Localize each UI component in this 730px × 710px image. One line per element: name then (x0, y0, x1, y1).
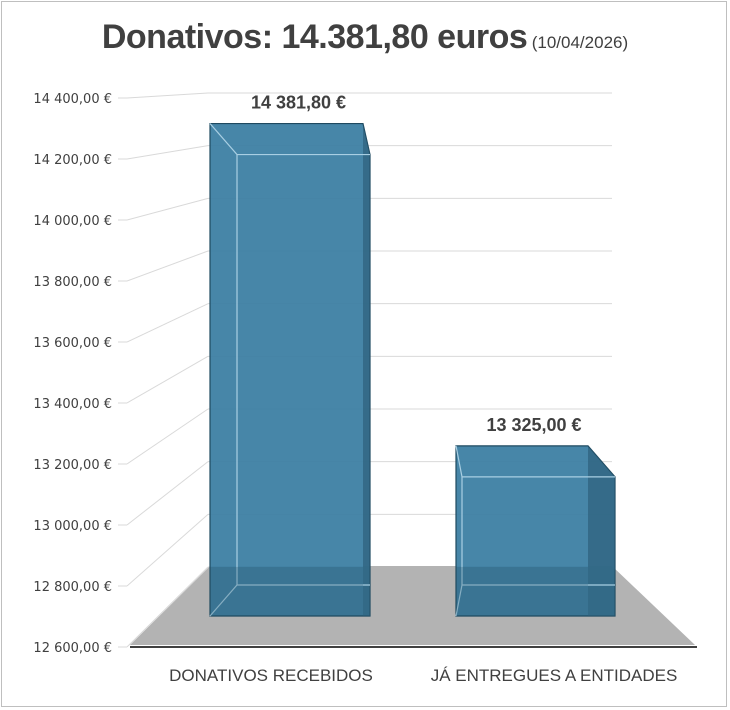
gridline (126, 92, 612, 99)
data-label: 13 325,00 € (486, 415, 581, 435)
y-tick-label: 13 600,00 € (33, 336, 112, 351)
bars (209, 122, 616, 617)
bar (209, 122, 371, 617)
data-label: 14 381,80 € (251, 93, 346, 113)
y-tick-label: 13 800,00 € (33, 275, 112, 290)
y-tick-label: 12 600,00 € (33, 641, 112, 656)
y-axis: 12 600,00 € 12 800,00 € 13 000,00 € 13 200,… (33, 92, 697, 656)
y-tick-label: 14 400,00 € (33, 92, 112, 107)
y-tick-label: 13 200,00 € (33, 458, 112, 473)
chart-title-date: (10/04/2026) (531, 33, 629, 52)
bar (455, 445, 616, 617)
x-category-label: JÁ ENTREGUES A ENTIDADES (431, 666, 678, 685)
chart-title-main: Donativos: 14.381,80 euros (101, 18, 528, 56)
y-tick-label: 12 800,00 € (33, 580, 112, 595)
data-labels: 14 381,80 € 13 325,00 € (251, 93, 582, 435)
chart-title: Donativos: 14.381,80 euros (10/04/2026) (0, 18, 730, 57)
y-tick-label: 14 000,00 € (33, 214, 112, 229)
x-axis: DONATIVOS RECEBIDOS JÁ ENTREGUES A ENTIDA… (169, 666, 677, 685)
x-category-label: DONATIVOS RECEBIDOS (169, 666, 373, 685)
y-tick-label: 14 200,00 € (33, 153, 112, 168)
y-tick-label: 13 000,00 € (33, 519, 112, 534)
y-tick-label: 13 400,00 € (33, 397, 112, 412)
